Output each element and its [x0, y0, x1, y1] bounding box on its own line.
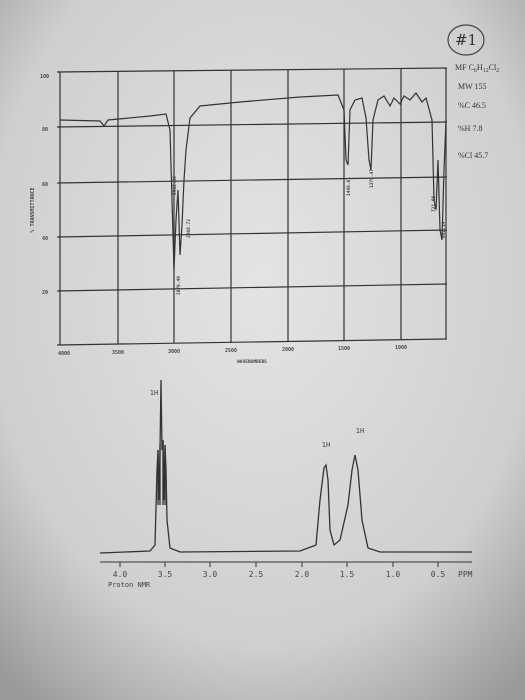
ir-peak-labels: 2962.88 2870.49 2868.72 1448.61 1379.47 … — [172, 169, 447, 295]
peak-label: 1H — [356, 427, 364, 435]
y-tick-label: 80 — [42, 127, 48, 133]
peak-label: 1H — [322, 441, 330, 449]
x-tick-label: 0.5 — [431, 570, 446, 579]
x-tick-label: 3500 — [112, 350, 124, 356]
x-tick-label: 1500 — [338, 346, 350, 352]
peak-label: 2962.88 — [172, 176, 178, 195]
x-tick-label: 4.0 — [113, 570, 128, 579]
peak-label: 721.66 — [431, 195, 437, 212]
info-line: %Cl 45.7 — [458, 151, 488, 160]
x-tick-label: 2.0 — [295, 570, 310, 579]
page-label: #1 — [455, 31, 477, 49]
nmr-peak-labels: 1H 1H 1H — [150, 389, 364, 449]
ir-trace — [59, 92, 447, 271]
y-tick-label: 40 — [42, 236, 48, 242]
formula-sub: 12 — [483, 68, 489, 74]
info-line: MW 155 — [458, 82, 487, 91]
y-tick-label: 20 — [42, 290, 48, 296]
formula-sub: 6 — [474, 68, 477, 74]
x-tick-label: 3.5 — [158, 570, 173, 579]
formula-part: MF C — [455, 63, 474, 72]
label-circle — [447, 24, 485, 56]
nmr-multiplet — [157, 440, 166, 505]
formula: MF C6H12Cl2 — [455, 63, 499, 74]
x-tick-label: 1.5 — [340, 570, 355, 579]
x-tick-label: 3000 — [168, 349, 180, 355]
peak-label: 1448.61 — [346, 177, 352, 196]
ir-x-axis-label: WAVENUMBERS — [237, 359, 267, 365]
peak-label: 1379.47 — [369, 169, 375, 188]
formula-part: H — [477, 63, 483, 72]
formula-sub: 2 — [496, 68, 499, 74]
y-tick-label: 100 — [40, 74, 49, 80]
x-tick-label: 2.5 — [249, 570, 264, 579]
x-tick-label: 3.0 — [203, 570, 218, 579]
nmr-unit: PPM — [458, 570, 473, 579]
nmr-x-ticks: 4.0 3.5 3.0 2.5 2.0 1.5 1.0 0.5 — [113, 570, 446, 579]
formula-part: Cl — [489, 63, 497, 72]
ir-y-ticks: 100 80 60 40 20 — [40, 74, 49, 296]
x-tick-label: 1000 — [395, 345, 407, 351]
info-line: %C 46.5 — [458, 101, 486, 110]
x-tick-label: 2000 — [282, 347, 294, 353]
x-tick-label: 4000 — [58, 351, 70, 357]
nmr-caption: Proton NMR — [108, 581, 151, 589]
y-tick-label: 60 — [42, 182, 48, 188]
peak-label: 2870.49 — [176, 276, 182, 295]
info-line: %H 7.8 — [458, 124, 482, 133]
nmr-trace — [99, 379, 472, 554]
peak-label: 1H — [150, 389, 158, 397]
peak-label: 692.14 — [441, 221, 447, 238]
nmr-axis-ticks — [119, 562, 439, 567]
ir-y-axis-label: % TRANSMITTANCE — [30, 187, 36, 232]
x-tick-label: 2500 — [225, 348, 237, 354]
ir-x-ticks: 4000 3500 3000 2500 2000 1500 1000 — [58, 345, 407, 357]
x-tick-label: 1.0 — [386, 570, 401, 579]
peak-label: 2868.72 — [186, 219, 192, 238]
